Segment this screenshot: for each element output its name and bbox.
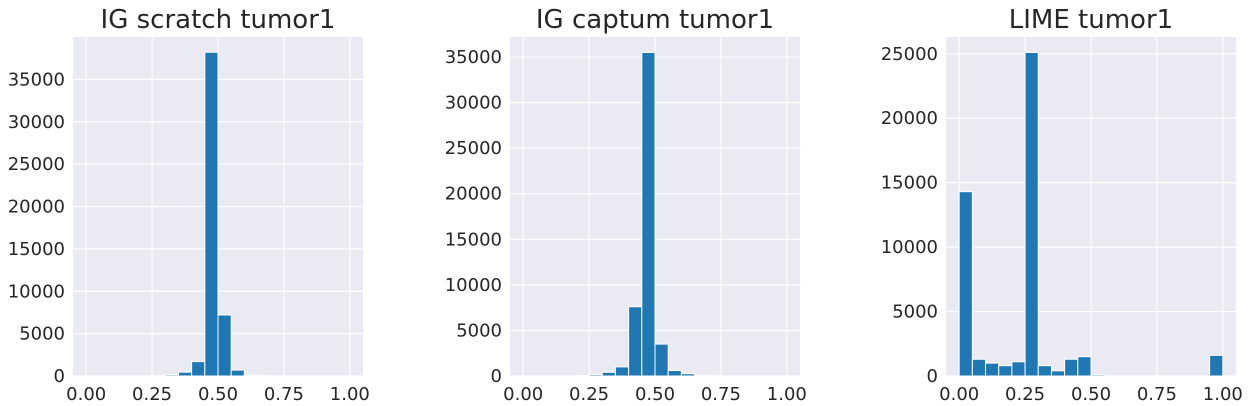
y-tick-label: 10000: [881, 237, 938, 258]
y-tick-label: 35000: [8, 69, 65, 90]
y-tick-label: 0: [927, 366, 938, 387]
x-tick-label: 0.75: [1137, 384, 1177, 405]
histogram-bar: [1090, 374, 1105, 377]
histogram-bar: [243, 374, 259, 377]
x-tick-label: 0.00: [66, 384, 106, 405]
histogram-bar: [230, 369, 245, 377]
histogram-bar: [654, 343, 669, 377]
histogram-bar: [985, 362, 1000, 377]
y-tick-label: 30000: [445, 93, 502, 114]
y-tick-label: 35000: [445, 47, 502, 68]
histogram-bar: [641, 51, 656, 377]
histogram-bar: [1064, 358, 1079, 377]
histogram-bar: [694, 374, 709, 377]
x-tick-label: 1.00: [1203, 384, 1243, 405]
y-tick-label: 5000: [892, 302, 938, 323]
histogram-bar: [177, 371, 193, 377]
histogram-bar: [164, 374, 179, 377]
histogram-bar: [998, 365, 1013, 377]
x-tick-label: 0.00: [939, 384, 979, 405]
histogram-panel-1: 0.00 0.25 0.50 0.75 1.00 0 5000 10000 15000 20000…: [8, 5, 370, 405]
x-tick-label: 0.50: [635, 384, 675, 405]
x-tick-label: 0.25: [1005, 384, 1045, 405]
histogram-bar: [1077, 356, 1092, 377]
chart-title: IG scratch tumor1: [101, 5, 336, 35]
x-tick-label: 0.50: [198, 384, 238, 405]
histogram-bar: [588, 374, 603, 377]
y-tick-label: 20000: [445, 184, 502, 205]
y-tick-label: 0: [54, 366, 65, 387]
y-tick-label: 25000: [8, 154, 65, 175]
x-tick-label: 1.00: [330, 384, 370, 405]
histogram-bar: [191, 361, 206, 377]
histogram-bar: [601, 371, 616, 377]
histogram-bar: [1037, 365, 1052, 377]
histogram-bar: [1011, 361, 1026, 377]
histogram-bar: [971, 358, 987, 377]
y-tick-label: 15000: [445, 229, 502, 250]
y-tick-label: 25000: [881, 44, 938, 65]
x-tick-label: 0.50: [1071, 384, 1111, 405]
x-tick-label: 0.00: [503, 384, 543, 405]
y-tick-label: 10000: [445, 275, 502, 296]
histogram-bar: [628, 306, 643, 377]
histogram-bar: [1050, 370, 1066, 377]
histogram-bar: [217, 314, 232, 377]
y-tick-label: 5000: [19, 324, 65, 345]
x-tick-label: 0.75: [701, 384, 741, 405]
histogram-bar: [614, 366, 630, 377]
histogram-bar: [204, 51, 219, 377]
x-tick-label: 1.00: [767, 384, 807, 405]
histogram-panel-2: 0.00 0.25 0.50 0.75 1.00 0 5000 10000 15000 20000…: [445, 5, 807, 405]
chart-title: LIME tumor1: [1009, 5, 1173, 35]
histogram-bar: [958, 191, 973, 377]
y-tick-label: 15000: [881, 173, 938, 194]
y-tick-label: 25000: [445, 138, 502, 159]
chart-title: IG captum tumor1: [536, 5, 774, 35]
histogram-bar: [680, 373, 696, 377]
y-tick-label: 20000: [881, 108, 938, 129]
histogram-bar: [667, 370, 682, 377]
x-tick-label: 0.25: [132, 384, 172, 405]
x-tick-label: 0.75: [264, 384, 304, 405]
histogram-panel-3: 0.00 0.25 0.50 0.75 1.00 0 5000 10000 15000 20000…: [881, 5, 1243, 405]
histogram-bar: [1024, 51, 1039, 377]
y-tick-label: 20000: [8, 197, 65, 218]
y-tick-label: 10000: [8, 281, 65, 302]
y-tick-label: 15000: [8, 239, 65, 260]
y-tick-label: 0: [491, 366, 502, 387]
histogram-bar: [1209, 354, 1224, 377]
x-tick-label: 0.25: [569, 384, 609, 405]
y-tick-label: 30000: [8, 112, 65, 133]
y-tick-label: 5000: [456, 320, 502, 341]
